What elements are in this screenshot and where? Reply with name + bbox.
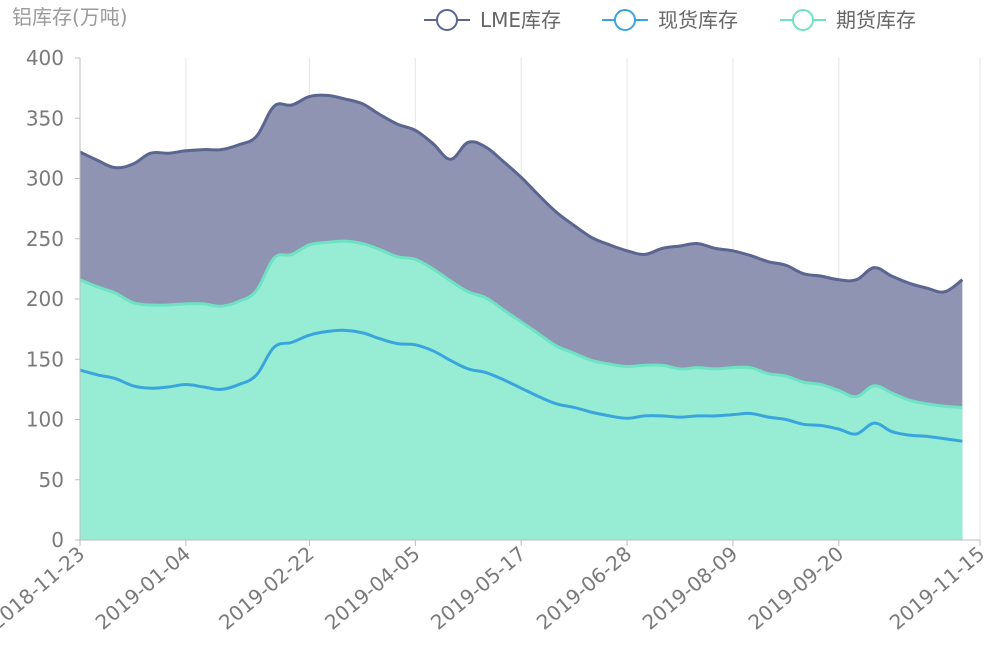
series-lines — [79, 93, 964, 443]
series-line-1 — [79, 328, 963, 443]
x-tick-label: 2019-11-15 — [885, 541, 989, 634]
x-tick-label: 2018-11-23 — [0, 541, 89, 634]
y-tick-labels: 0 50 100 150 200 250 300 350 400 — [26, 46, 80, 552]
y-tick-label: 150 — [26, 347, 64, 371]
y-tick-label: 350 — [26, 106, 64, 130]
y-tick-label: 100 — [26, 408, 64, 432]
legend-label[interactable]: 期货库存 — [836, 8, 916, 32]
x-tick-labels: 2018-11-23 2019-01-04 2019-02-22 2019-04-05… — [0, 541, 989, 634]
legend-label[interactable]: 现货库存 — [658, 8, 738, 32]
series-areas — [80, 95, 963, 540]
legend-label[interactable]: LME库存 — [480, 8, 561, 32]
x-tick-label: 2019-09-20 — [744, 541, 848, 634]
y-axis-label: 铝库存(万吨) — [12, 5, 128, 29]
series-line-2 — [79, 239, 963, 409]
series-line-0 — [79, 93, 964, 294]
series-area-2 — [80, 241, 963, 540]
x-tick-label: 2019-02-22 — [214, 541, 318, 634]
y-tick-label: 50 — [39, 468, 64, 492]
x-tick-label: 2019-06-28 — [532, 541, 636, 634]
legend-swatch-marker — [614, 9, 636, 31]
x-tick-label: 2019-01-04 — [91, 541, 195, 634]
x-tick-label: 2019-05-17 — [426, 541, 530, 634]
legend-swatch-marker — [436, 9, 458, 31]
y-tick-label: 250 — [26, 227, 64, 251]
y-tick-label: 0 — [51, 528, 64, 552]
x-tick-label: 2019-04-05 — [320, 541, 424, 634]
y-tick-label: 400 — [26, 46, 64, 70]
y-tick-label: 200 — [26, 287, 64, 311]
legend-swatch-marker — [792, 9, 814, 31]
legend: LME库存 现货库存 期货库存 — [424, 8, 916, 32]
x-tick-label: 2019-08-09 — [638, 541, 742, 634]
y-tick-label: 300 — [26, 167, 64, 191]
